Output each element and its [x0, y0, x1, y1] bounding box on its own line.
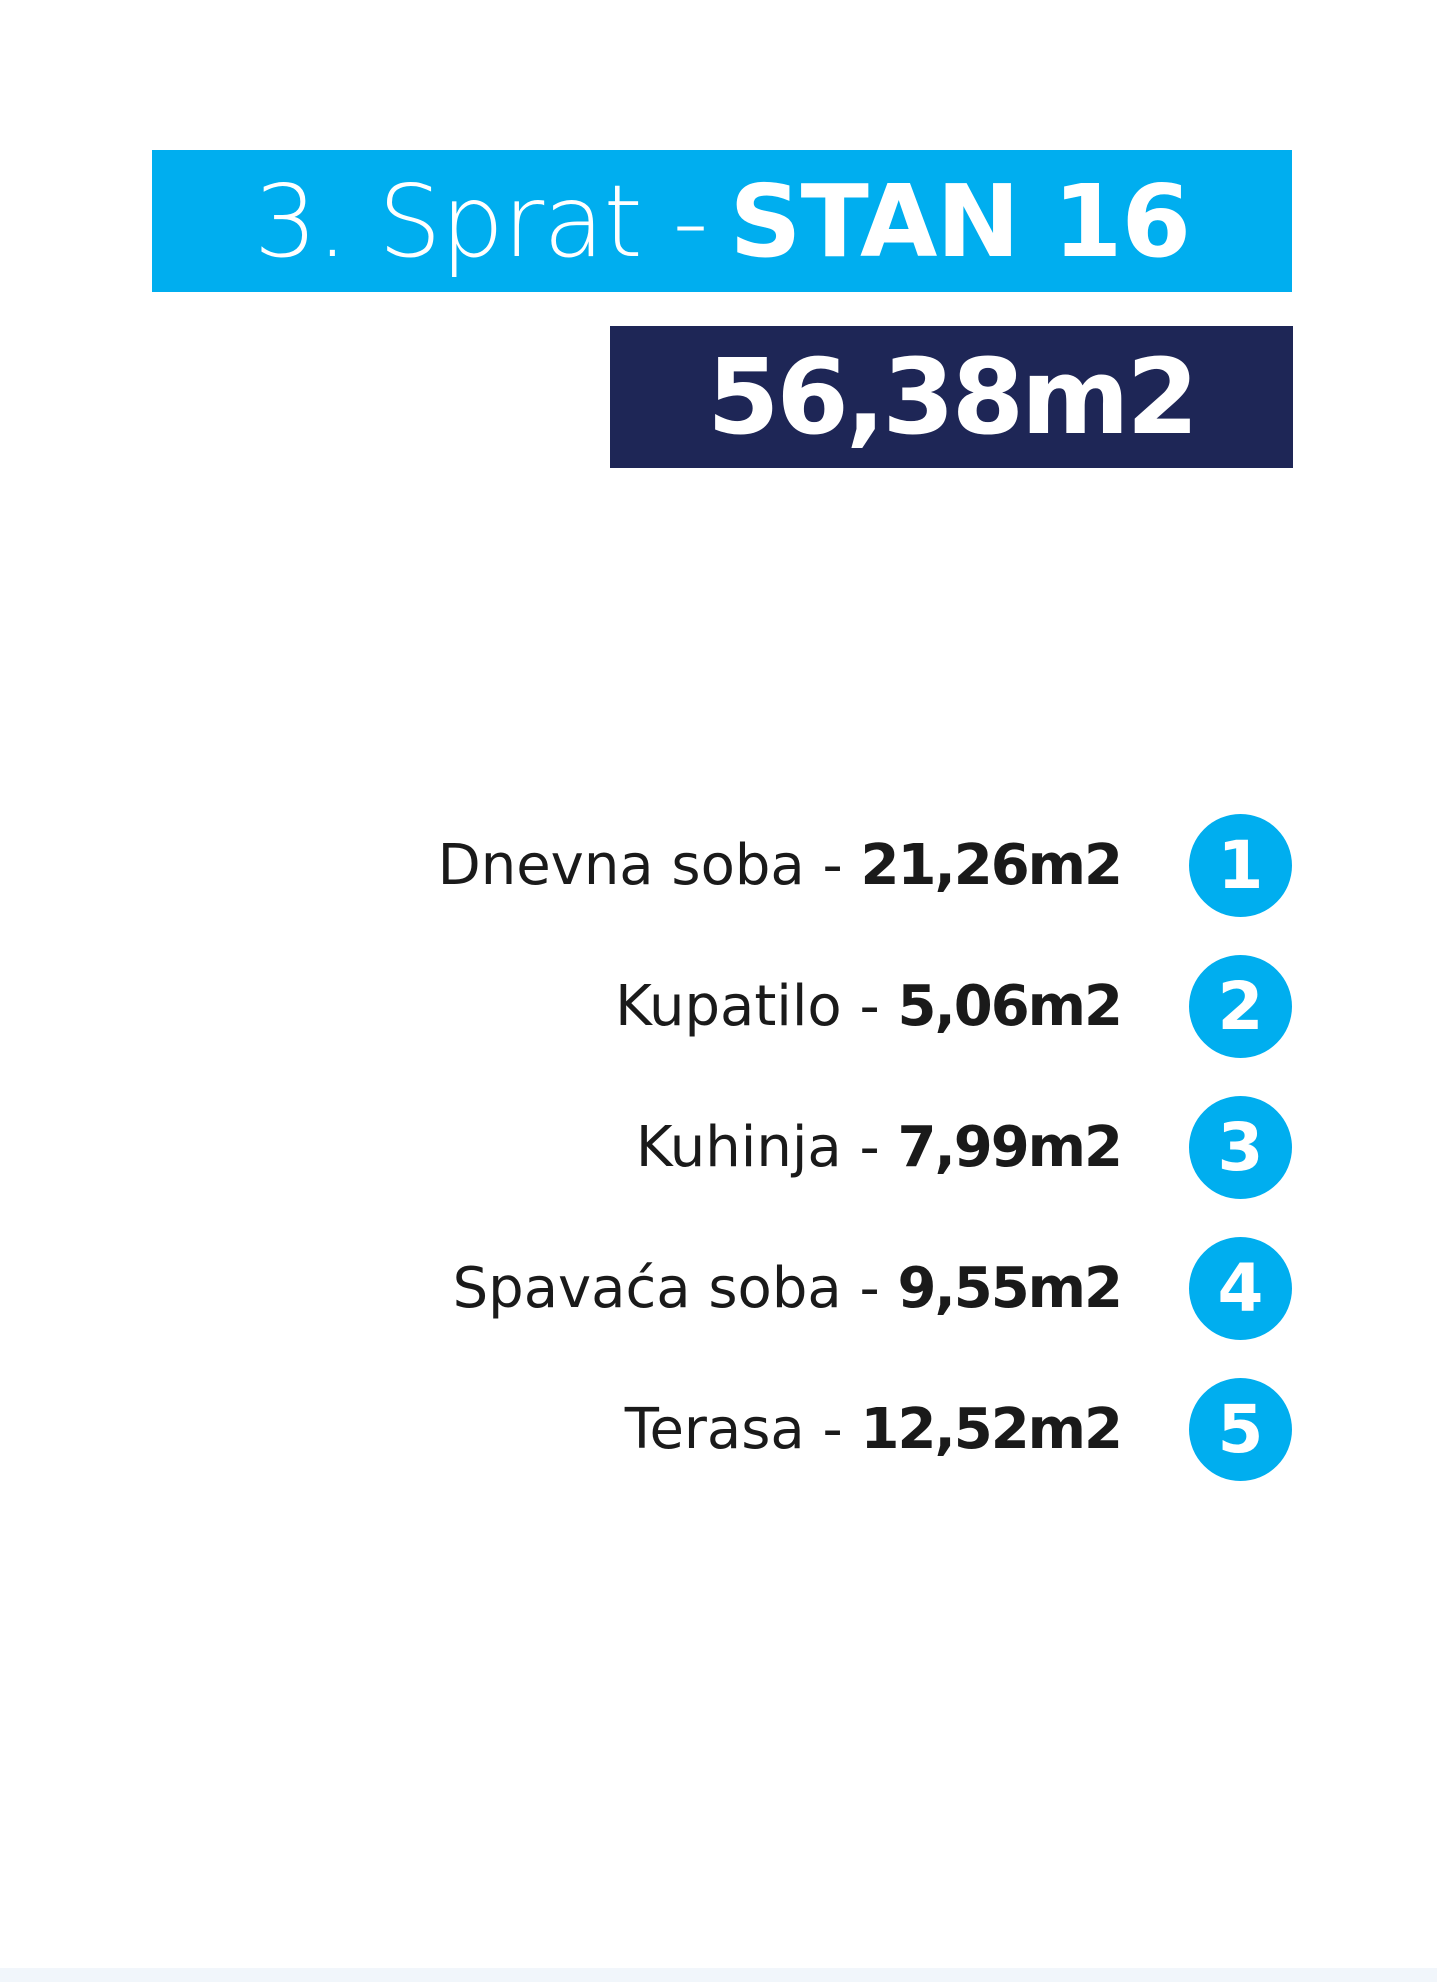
room-name: Terasa - — [624, 1396, 843, 1462]
room-area: 9,55m2 — [897, 1255, 1123, 1321]
room-name: Spavaća soba - — [452, 1255, 880, 1321]
room-item: Terasa - 12,52m2 5 — [145, 1377, 1292, 1481]
room-number-badge: 5 — [1189, 1377, 1292, 1481]
total-area: 56,38m2 — [707, 336, 1199, 458]
room-name: Kupatilo - — [615, 973, 880, 1039]
room-item: Dnevna soba - 21,26m2 1 — [145, 813, 1292, 917]
room-number-badge: 2 — [1189, 954, 1292, 1058]
floor-label: 3. Sprat - — [253, 162, 709, 280]
total-area-box: 56,38m2 — [610, 326, 1293, 468]
room-name: Dnevna soba - — [437, 832, 843, 898]
room-item: Spavaća soba - 9,55m2 4 — [145, 1236, 1292, 1340]
room-number-badge: 3 — [1189, 1095, 1292, 1199]
unit-label: STAN 16 — [729, 162, 1192, 280]
room-number-badge: 1 — [1189, 813, 1292, 917]
room-name: Kuhinja - — [635, 1114, 880, 1180]
floor-unit-title: 3. Sprat - STAN 16 — [152, 150, 1292, 292]
room-area: 7,99m2 — [897, 1114, 1123, 1180]
room-area: 12,52m2 — [860, 1396, 1123, 1462]
room-area: 21,26m2 — [860, 832, 1123, 898]
bottom-edge — [0, 1968, 1437, 1982]
room-number-badge: 4 — [1189, 1236, 1292, 1340]
room-item: Kupatilo - 5,06m2 2 — [145, 954, 1292, 1058]
room-area: 5,06m2 — [897, 973, 1123, 1039]
room-item: Kuhinja - 7,99m2 3 — [145, 1095, 1292, 1199]
